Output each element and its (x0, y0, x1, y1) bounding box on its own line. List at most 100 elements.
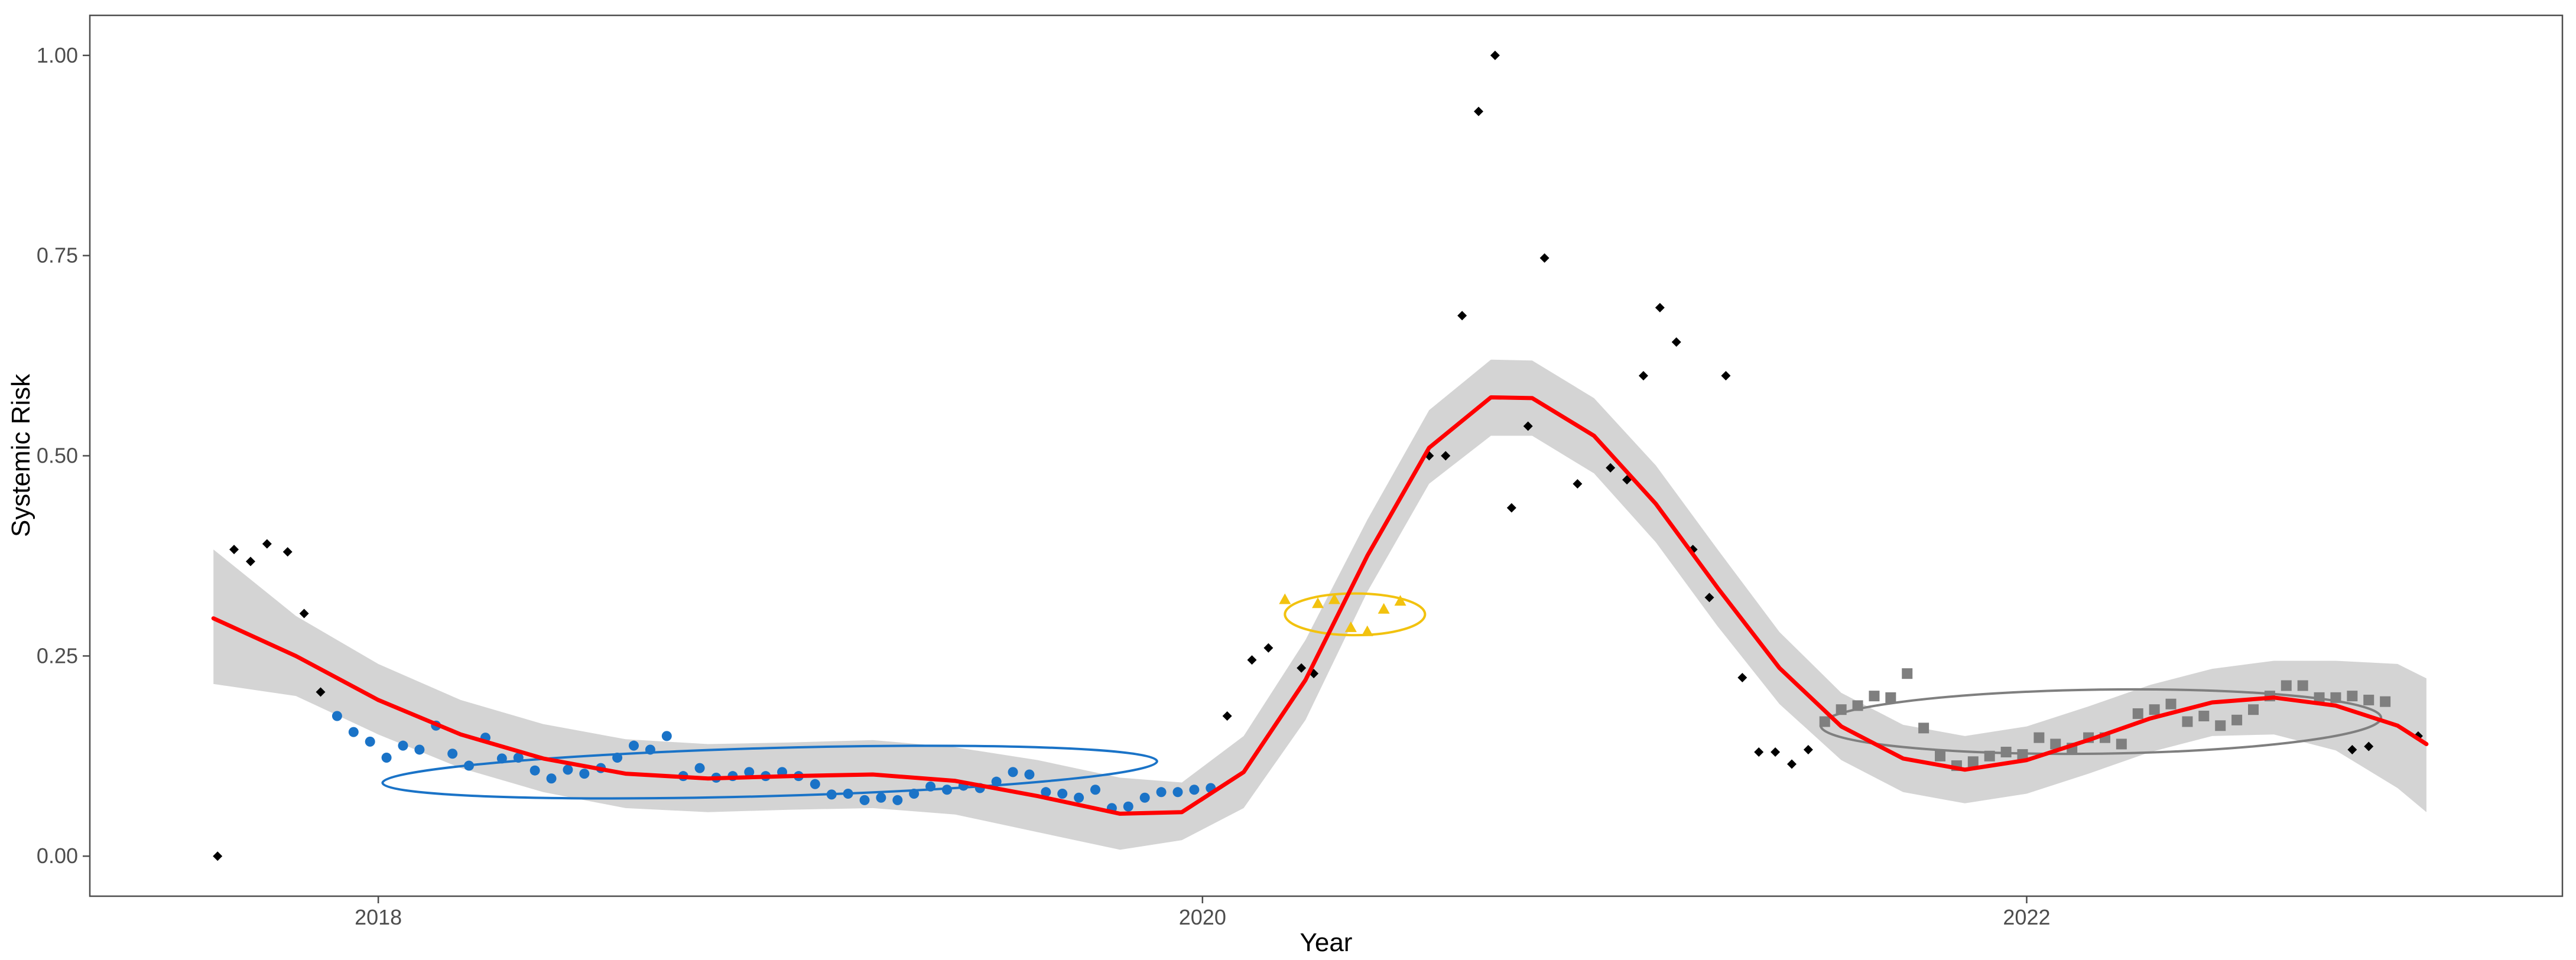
black-data-point (1704, 593, 1714, 603)
gray-data-point (2149, 704, 2160, 715)
ellipse-gold (1284, 592, 1427, 637)
black-data-point (1490, 50, 1500, 60)
black-data-point (1247, 655, 1257, 665)
blue-data-point (1041, 787, 1051, 798)
gray-data-point (1902, 668, 1913, 679)
blue-data-point (513, 753, 524, 763)
blue-data-point (398, 740, 408, 751)
gray-data-point (2132, 708, 2143, 719)
blue-data-point (1139, 792, 1150, 803)
gray-data-point (2281, 680, 2292, 691)
gray-data-point (2231, 714, 2243, 725)
ellipse-blue (381, 744, 1158, 800)
blue-data-point (892, 795, 903, 805)
y-tick-label: 0.50 (37, 444, 78, 468)
blue-data-point (909, 789, 920, 799)
black-data-point (262, 539, 272, 549)
series-unclustered (213, 50, 2423, 861)
black-data-point (1754, 747, 1764, 757)
smooth-curve (211, 395, 2429, 816)
black-data-point (1457, 311, 1467, 321)
x-tick-label: 2020 (1179, 905, 1226, 929)
black-data-point (1539, 253, 1550, 263)
blue-data-point (1090, 785, 1100, 795)
blue-data-point (1008, 767, 1018, 777)
black-data-point (316, 687, 326, 697)
gray-data-point (1869, 691, 1880, 702)
gray-data-point (2000, 747, 2012, 758)
black-data-point (299, 608, 309, 619)
black-data-point (2347, 744, 2357, 754)
gold-data-point (1361, 625, 1373, 636)
blue-data-point (1074, 792, 1084, 803)
gray-data-point (1836, 704, 1847, 715)
blue-data-point (464, 760, 475, 771)
blue-data-point (876, 792, 886, 803)
gold-data-point (1344, 621, 1357, 632)
gray-data-point (2182, 716, 2193, 727)
y-tick-label: 0.25 (37, 643, 78, 668)
y-tick-label: 0.75 (37, 243, 78, 268)
gray-data-point (2248, 704, 2259, 715)
gray-data-point (1819, 716, 1830, 727)
blue-data-point (1123, 801, 1133, 812)
blue-data-point (843, 789, 853, 799)
blue-data-point (694, 763, 705, 773)
blue-data-point (941, 785, 952, 795)
smooth-curve-layer (211, 395, 2429, 816)
black-data-point (1737, 672, 1747, 682)
blue-data-point (991, 776, 1002, 787)
blue-data-point (810, 779, 820, 789)
axis-layer: 0.00 0.25 0.50 0.75 1.00 2018 2020 2022 (37, 43, 2051, 929)
x-axis-title: Year (1300, 928, 1353, 957)
gray-data-point (2347, 691, 2358, 702)
x-tick-label: 2022 (2003, 905, 2050, 929)
black-data-point (1222, 711, 1232, 721)
gray-data-point (2116, 738, 2127, 750)
blue-data-point (579, 769, 590, 779)
blue-data-point (496, 753, 507, 764)
black-data-point (1606, 463, 1616, 473)
blue-data-point (365, 736, 375, 747)
blue-data-point (744, 767, 755, 777)
gray-data-point (2314, 692, 2325, 703)
blue-data-point (1024, 769, 1035, 780)
blue-data-point (348, 727, 359, 737)
gray-data-point (1852, 700, 1863, 711)
gray-data-point (2215, 720, 2226, 731)
blue-data-point (661, 731, 672, 741)
blue-data-point (1189, 785, 1200, 795)
gray-data-point (2033, 732, 2045, 743)
black-data-point (1803, 744, 1813, 754)
blue-data-point (645, 744, 655, 755)
gray-data-point (1935, 750, 1946, 762)
black-data-point (1671, 337, 1681, 347)
blue-data-point (546, 773, 557, 784)
gray-data-point (1984, 750, 1995, 762)
blue-data-point (563, 764, 573, 775)
blue-data-point (826, 789, 837, 800)
black-data-point (213, 851, 223, 861)
gray-data-point (2198, 711, 2210, 722)
blue-data-point (628, 740, 639, 751)
gray-data-point (2297, 680, 2308, 691)
confidence-band (213, 359, 2426, 850)
black-data-point (2364, 741, 2374, 751)
gray-data-point (1918, 723, 1929, 734)
gold-data-point (1279, 593, 1291, 604)
series-cluster-gold (1279, 593, 1406, 636)
x-tick-label: 2018 (355, 905, 402, 929)
confidence-band-layer (213, 359, 2426, 850)
y-tick-label: 0.00 (37, 844, 78, 868)
black-data-point (1441, 451, 1451, 461)
blue-data-point (332, 711, 342, 721)
gold-data-point (1394, 595, 1406, 606)
gray-data-point (2165, 698, 2177, 710)
black-data-point (1573, 479, 1583, 489)
black-data-point (229, 545, 239, 555)
gray-data-point (2330, 692, 2341, 703)
black-data-point (1638, 370, 1648, 380)
black-data-point (1523, 421, 1533, 431)
blue-data-point (859, 795, 870, 805)
